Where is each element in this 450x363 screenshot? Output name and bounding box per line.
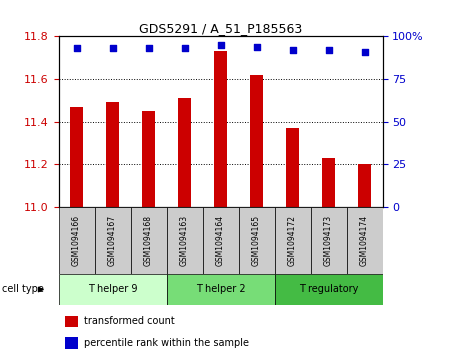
Text: percentile rank within the sample: percentile rank within the sample: [85, 338, 249, 347]
Bar: [346, 207, 382, 274]
Bar: [142, 111, 155, 207]
Point: [253, 44, 260, 49]
Bar: [166, 207, 202, 274]
Bar: [65, 337, 78, 348]
Text: T helper 2: T helper 2: [196, 285, 245, 294]
Bar: [65, 315, 78, 327]
Point: [325, 47, 332, 53]
Bar: [274, 207, 310, 274]
Bar: [202, 207, 238, 274]
Text: transformed count: transformed count: [85, 316, 175, 326]
Text: GSM1094173: GSM1094173: [324, 215, 333, 266]
Bar: [322, 158, 335, 207]
Bar: [358, 164, 371, 207]
Point: [361, 49, 368, 54]
Point: [181, 45, 188, 51]
Bar: [178, 98, 191, 207]
Point: [289, 47, 296, 53]
Bar: [166, 274, 274, 305]
Text: GSM1094164: GSM1094164: [216, 215, 225, 266]
Text: T regulatory: T regulatory: [299, 285, 358, 294]
Bar: [58, 207, 94, 274]
Point: [145, 45, 152, 51]
Text: GSM1094167: GSM1094167: [108, 215, 117, 266]
Bar: [310, 207, 346, 274]
Text: T helper 9: T helper 9: [88, 285, 137, 294]
Bar: [274, 274, 382, 305]
Text: GSM1094168: GSM1094168: [144, 215, 153, 266]
Title: GDS5291 / A_51_P185563: GDS5291 / A_51_P185563: [139, 22, 302, 35]
Bar: [106, 102, 119, 207]
Point: [73, 45, 80, 51]
Bar: [70, 107, 83, 207]
Text: GSM1094172: GSM1094172: [288, 215, 297, 266]
Bar: [130, 207, 166, 274]
Bar: [58, 274, 166, 305]
Bar: [250, 75, 263, 207]
Text: GSM1094166: GSM1094166: [72, 215, 81, 266]
Bar: [238, 207, 274, 274]
Bar: [214, 51, 227, 207]
Bar: [286, 128, 299, 207]
Text: GSM1094165: GSM1094165: [252, 215, 261, 266]
Bar: [94, 207, 130, 274]
Point: [109, 45, 116, 51]
Point: [217, 42, 224, 48]
Text: GSM1094174: GSM1094174: [360, 215, 369, 266]
Text: GSM1094163: GSM1094163: [180, 215, 189, 266]
Text: cell type: cell type: [2, 285, 44, 294]
